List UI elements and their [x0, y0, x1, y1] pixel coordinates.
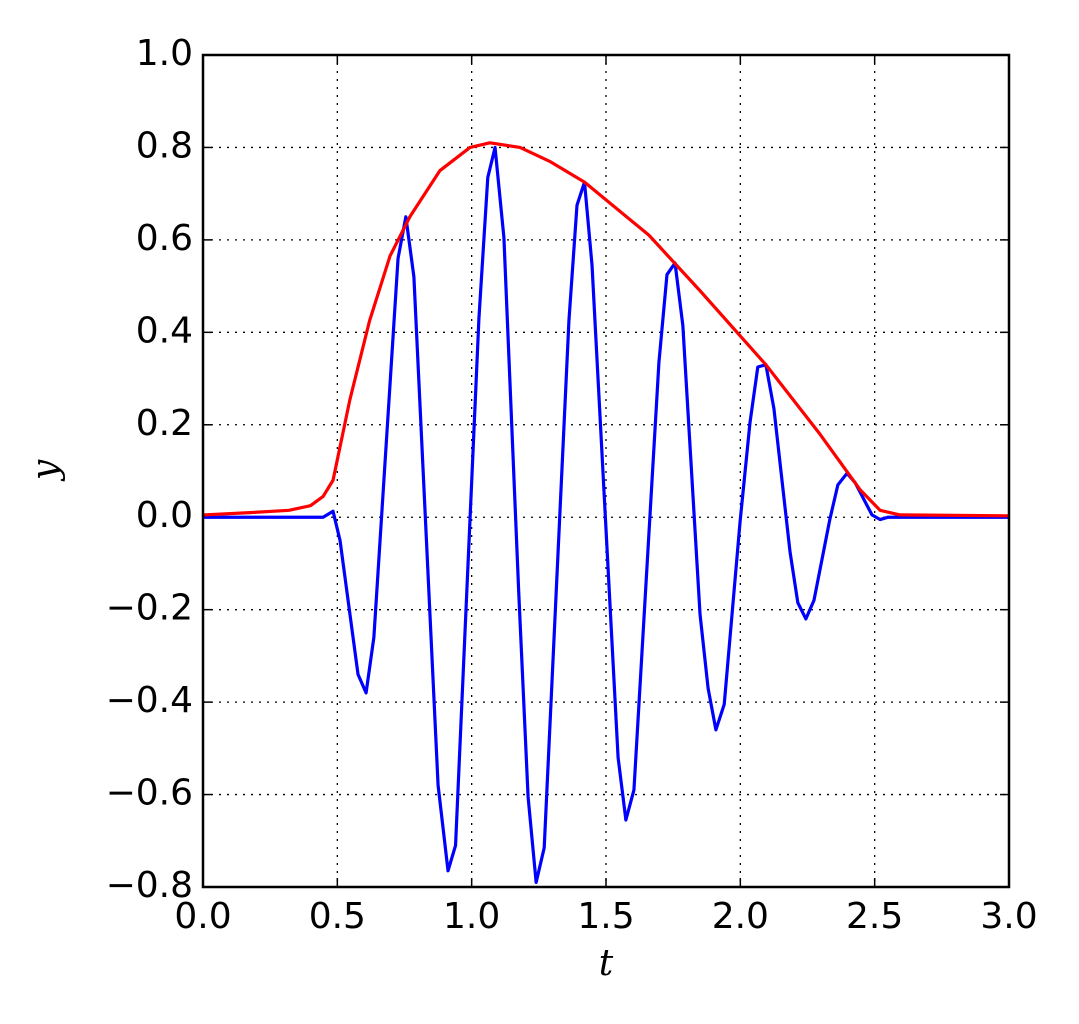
- y-tick-label: 0.6: [136, 218, 193, 259]
- line-series: [203, 145, 1009, 884]
- y-tick-label: 0.0: [136, 495, 193, 536]
- y-tick-label: 0.8: [136, 125, 193, 166]
- x-tick-label: 0.5: [309, 896, 366, 937]
- x-axis-label: t: [599, 943, 614, 984]
- y-tick-label: −0.6: [106, 773, 193, 814]
- x-tick-label: 3.0: [980, 896, 1037, 937]
- y-tick-label: 1.0: [136, 33, 193, 74]
- x-tick-label: 0.0: [174, 896, 231, 937]
- y-tick-label: 0.4: [136, 310, 193, 351]
- x-tick-label: 1.0: [443, 896, 500, 937]
- y-tick-label: −0.2: [106, 588, 193, 629]
- x-tick-label: 1.5: [577, 896, 634, 937]
- x-tick-label: 2.5: [846, 896, 903, 937]
- line-series: [202, 141, 1010, 518]
- y-axis-label: y: [25, 459, 66, 482]
- x-tick-label: 2.0: [712, 896, 769, 937]
- y-tick-label: −0.4: [106, 680, 193, 721]
- y-tick-label: 0.2: [136, 403, 193, 444]
- y-tick-label: −0.8: [106, 865, 193, 906]
- plot-frame: [201, 53, 1011, 889]
